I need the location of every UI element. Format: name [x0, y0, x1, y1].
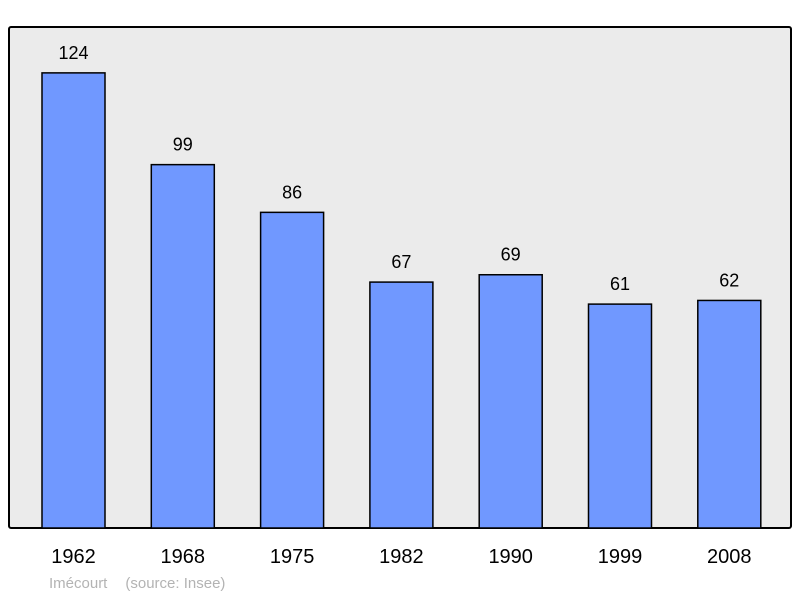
x-tick-label-1999: 1999 — [598, 546, 643, 568]
x-tick-label-1962: 1962 — [51, 546, 96, 568]
x-tick-label-1990: 1990 — [488, 546, 533, 568]
footer: Imécourt (source: Insee) — [49, 575, 243, 592]
data-label-1999: 61 — [610, 274, 630, 294]
x-tick-label-1982: 1982 — [379, 546, 424, 568]
x-tick-label-1975: 1975 — [270, 546, 315, 568]
footer-source: (source: Insee) — [125, 575, 226, 592]
bar-1982 — [369, 281, 434, 529]
x-tick-label-2008: 2008 — [707, 546, 752, 568]
data-label-2008: 62 — [719, 270, 739, 290]
x-tick-label-1968: 1968 — [161, 546, 206, 568]
bar-1990 — [478, 273, 543, 529]
bar-1975 — [259, 211, 325, 529]
bar-1962 — [41, 72, 106, 529]
data-label-1968: 99 — [173, 135, 193, 155]
data-label-1962: 124 — [58, 43, 88, 63]
bar-1968 — [150, 163, 216, 529]
data-label-1975: 86 — [282, 182, 302, 202]
bar-1999 — [587, 303, 653, 529]
data-label-1990: 69 — [501, 245, 521, 265]
bar-2008 — [697, 299, 762, 529]
footer-place: Imécourt — [49, 575, 108, 592]
data-label-1982: 67 — [391, 252, 411, 272]
